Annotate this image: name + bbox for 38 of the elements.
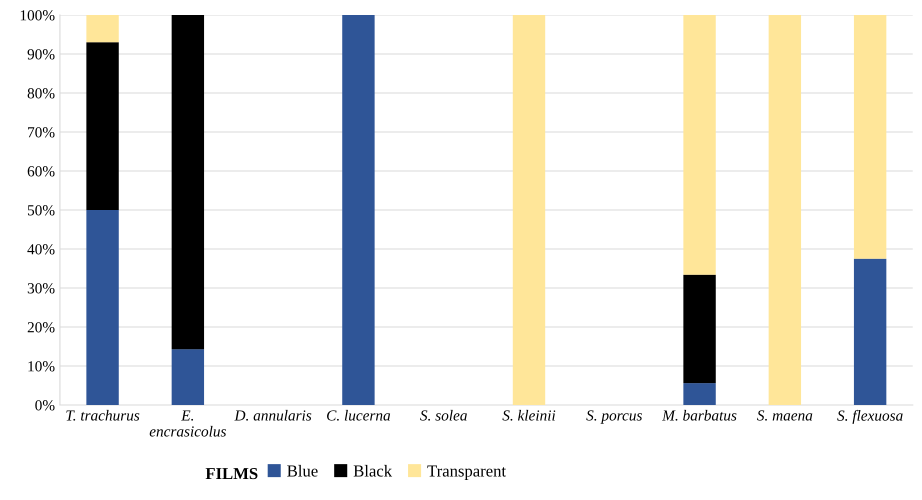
bar — [86, 210, 119, 405]
y-tick-label: 70% — [28, 127, 55, 138]
bar — [86, 15, 119, 42]
x-tick-label: M. barbatus — [662, 410, 736, 421]
x-tick-label: S. solea — [420, 410, 467, 421]
y-tick-label: 90% — [28, 49, 55, 60]
bar — [768, 15, 802, 405]
x-tick-label: C. lucerna — [327, 410, 390, 421]
x-tick-label: T. trachurus — [66, 410, 140, 421]
bar — [342, 15, 375, 405]
x-tick-label: E. encrasicolus — [150, 410, 226, 437]
legend-label: Black — [354, 464, 392, 477]
x-tick-label: S. kleinii — [502, 410, 556, 421]
legend-title: FILMS — [206, 468, 258, 480]
legend-label: Blue — [287, 464, 318, 477]
y-tick-label: 60% — [28, 166, 55, 176]
bar — [172, 15, 204, 350]
y-tick-label: 10% — [28, 361, 55, 372]
y-tick-label: 20% — [28, 322, 55, 332]
legend-label: Transparent — [427, 466, 506, 480]
y-tick-label: 30% — [28, 283, 55, 294]
y-tick-label: 40% — [27, 244, 55, 254]
bar — [86, 42, 119, 210]
y-tick-label: 0% — [35, 400, 55, 410]
bar — [854, 258, 886, 405]
bar — [512, 15, 546, 405]
bar — [683, 383, 716, 405]
y-tick-label: 80% — [28, 88, 55, 98]
bar — [172, 349, 204, 405]
bar — [683, 274, 716, 384]
x-tick-label: S. porcus — [586, 410, 642, 424]
y-tick-label: 100% — [20, 10, 55, 20]
x-tick-label: S. maena — [757, 410, 812, 421]
y-tick-label: 50% — [28, 205, 55, 216]
x-tick-label: S. flexuosa — [837, 410, 903, 424]
bar — [854, 15, 886, 259]
x-tick-label: D. annularis — [234, 410, 312, 421]
bar — [683, 15, 716, 275]
